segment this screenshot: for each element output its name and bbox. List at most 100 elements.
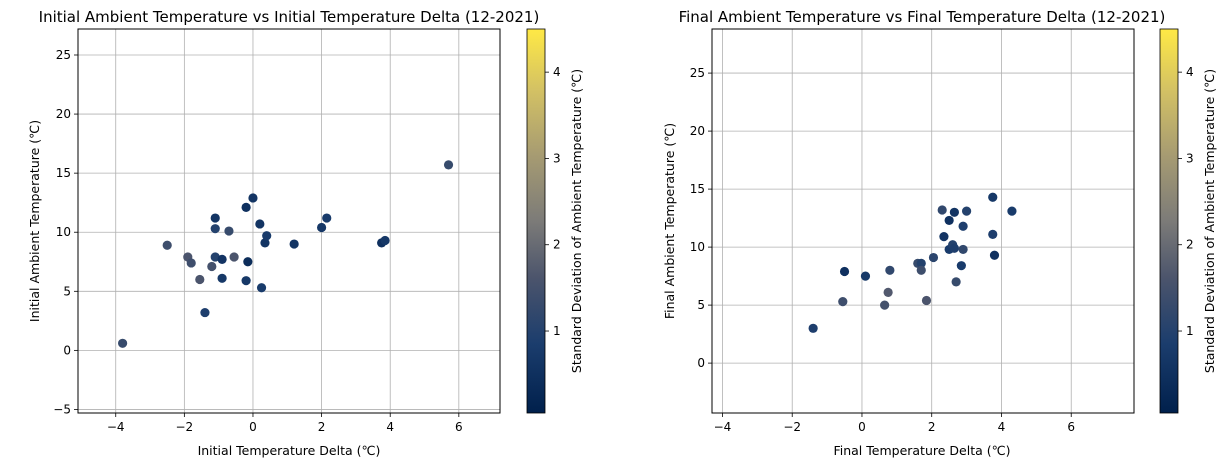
plot-frame-initial [77, 28, 501, 414]
scatter-point [241, 202, 251, 213]
x-tick-label: −2 [176, 420, 194, 434]
colorbar-tick-label: 4 [1186, 65, 1194, 79]
scatter-point [958, 244, 968, 255]
scatter-point [1007, 206, 1017, 216]
colorbar-label-final: Standard Deviation of Ambient Temperatur… [1202, 69, 1217, 373]
y-tick-label: 0 [697, 356, 705, 370]
scatter-point [880, 300, 890, 310]
final-scatter-panel: Final Ambient Temperature vs Final Tempe… [662, 8, 1217, 458]
x-tick-label: 4 [386, 420, 394, 434]
scatter-point [939, 232, 949, 242]
colorbar-tick-label: 2 [553, 238, 561, 252]
y-ticks-initial: −5 0 5 10 15 20 25 [53, 48, 78, 416]
y-tick-label: −5 [53, 402, 71, 416]
scatter-point [256, 283, 267, 293]
scatter-point [937, 205, 947, 215]
scatter-point [944, 215, 954, 226]
x-tick-label: −4 [107, 420, 125, 434]
scatter-point [988, 192, 998, 202]
y-tick-label: 25 [690, 66, 705, 80]
scatter-point [229, 252, 239, 262]
scatter-point [883, 287, 893, 297]
scatter-point [921, 295, 932, 306]
y-tick-label: 20 [690, 124, 705, 138]
scatter-point [248, 193, 258, 203]
y-tick-label: 5 [63, 284, 71, 298]
scatter-point [961, 206, 972, 216]
x-tick-label: −4 [714, 420, 732, 434]
scatter-point [958, 221, 968, 231]
x-tick-label: 4 [998, 420, 1006, 434]
chart-title-initial: Initial Ambient Temperature vs Initial T… [39, 8, 540, 26]
y-tick-label: 15 [56, 166, 71, 180]
plot-frame-final [711, 28, 1135, 414]
colorbar-final [1159, 28, 1179, 414]
scatter-point [243, 257, 253, 267]
colorbar-tick-label: 1 [1186, 324, 1194, 338]
y-tick-label: 0 [63, 343, 71, 357]
colorbar-ticks-initial: 1 2 3 4 [545, 65, 561, 338]
y-tick-label: 25 [56, 48, 71, 62]
scatter-point [289, 239, 299, 249]
points-initial [118, 160, 454, 348]
points-final [808, 192, 1017, 333]
colorbar-tick-label: 3 [553, 151, 561, 165]
colorbar-ticks-final: 1 2 3 4 [1178, 65, 1194, 338]
x-tick-label: 2 [318, 420, 326, 434]
chart-title-final: Final Ambient Temperature vs Final Tempe… [679, 8, 1166, 26]
scatter-point [951, 277, 961, 287]
scatter-point [838, 297, 848, 307]
y-tick-label: 10 [690, 240, 705, 254]
scatter-point [118, 338, 128, 348]
colorbar-tick-label: 3 [1186, 151, 1194, 165]
scatter-point [195, 274, 205, 285]
scatter-point [443, 160, 454, 170]
scatter-point [916, 258, 926, 268]
scatter-point [322, 213, 332, 223]
colorbar-label-initial: Standard Deviation of Ambient Temperatur… [569, 69, 584, 373]
scatter-point [207, 261, 217, 272]
scatter-point [916, 265, 926, 275]
scatter-point [255, 219, 265, 229]
scatter-point [260, 238, 270, 248]
x-tick-label: 0 [858, 420, 866, 434]
x-ticks-final: −4 −2 0 2 4 6 [714, 413, 1075, 434]
scatter-point [989, 250, 1000, 260]
scatter-point [380, 235, 390, 246]
y-axis-label-final: Final Ambient Temperature (℃) [662, 123, 677, 319]
scatter-point [217, 254, 227, 264]
x-tick-label: 0 [249, 420, 257, 434]
scatter-point [262, 231, 272, 241]
scatter-point [316, 222, 327, 233]
scatter-point [839, 266, 850, 277]
scatter-point [162, 240, 172, 250]
x-tick-label: −2 [783, 420, 801, 434]
colorbar-tick-label: 2 [1186, 238, 1194, 252]
initial-scatter-panel: Initial Ambient Temperature vs Initial T… [27, 8, 584, 458]
scatter-point [949, 207, 959, 217]
scatter-point [885, 265, 895, 275]
y-tick-label: 5 [697, 298, 705, 312]
scatter-point [241, 276, 251, 286]
grid-initial [78, 29, 500, 413]
scatter-point [988, 229, 998, 239]
y-axis-label-initial: Initial Ambient Temperature (℃) [27, 120, 42, 322]
x-tick-label: 2 [928, 420, 936, 434]
y-tick-label: 15 [690, 182, 705, 196]
scatter-point [860, 271, 871, 281]
colorbar-tick-label: 4 [553, 65, 561, 79]
y-tick-label: 10 [56, 225, 71, 239]
x-ticks-initial: −4 −2 0 2 4 6 [107, 413, 463, 434]
colorbar-tick-label: 1 [553, 324, 561, 338]
y-tick-label: 20 [56, 107, 71, 121]
x-axis-label-final: Final Temperature Delta (℃) [833, 443, 1010, 458]
scatter-point [217, 273, 227, 283]
scatter-point [210, 213, 220, 223]
y-ticks-final: 0 5 10 15 20 25 [690, 66, 712, 370]
scatter-point [949, 243, 959, 253]
scatter-point [224, 226, 234, 236]
scatter-point [956, 261, 966, 271]
x-axis-label-initial: Initial Temperature Delta (℃) [198, 443, 381, 458]
x-tick-label: 6 [1067, 420, 1075, 434]
